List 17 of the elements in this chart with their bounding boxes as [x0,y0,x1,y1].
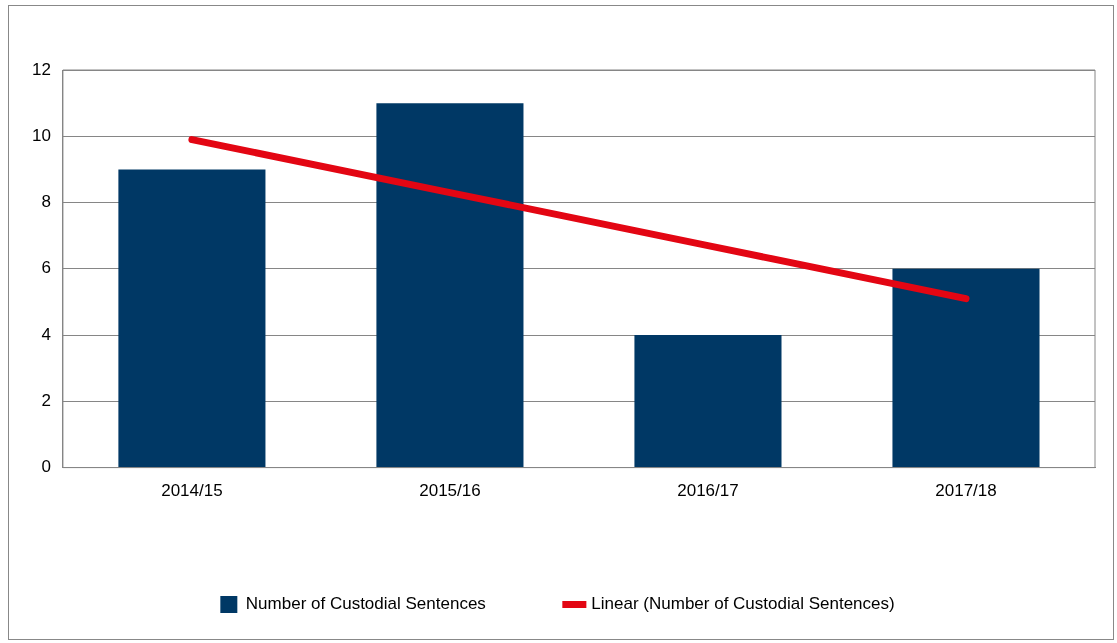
x-tick-label: 2017/18 [935,481,997,501]
x-tick-label: 2016/17 [677,481,739,501]
y-tick-label: 2 [41,391,51,411]
legend-label: Linear (Number of Custodial Sentences) [591,594,895,614]
legend-label: Number of Custodial Sentences [245,594,486,614]
y-tick-label: 12 [31,59,51,79]
y-tick-label: 4 [41,324,51,344]
bar [118,169,266,468]
x-tick-label: 2015/16 [419,481,481,501]
y-tick-label: 10 [31,125,51,145]
y-tick-label: 6 [41,258,51,278]
y-tick-label: 8 [41,192,51,212]
y-tick-label: 0 [41,457,51,477]
bar [376,103,524,468]
x-tick-label: 2014/15 [161,481,223,501]
bar [634,335,782,468]
bar [892,268,1040,468]
